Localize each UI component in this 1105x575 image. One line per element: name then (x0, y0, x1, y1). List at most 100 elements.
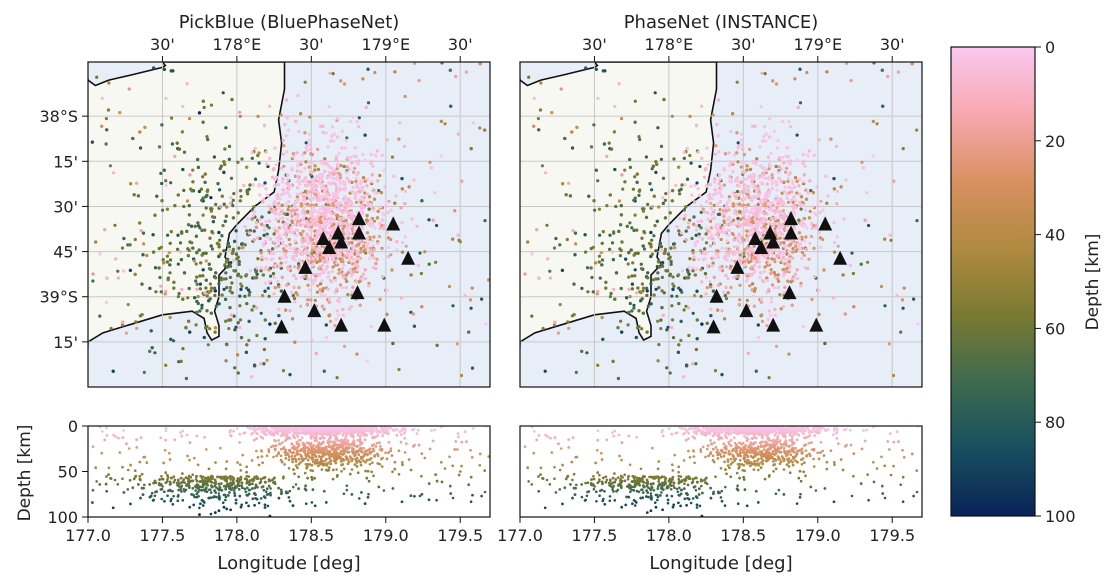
event-point (635, 172, 639, 176)
event-point (295, 198, 299, 202)
event-point (194, 323, 198, 327)
event-point (300, 218, 305, 223)
station-marker (322, 239, 337, 254)
event-point (325, 197, 329, 201)
event-point (321, 194, 325, 198)
event-point (225, 343, 229, 347)
event-point (182, 150, 187, 154)
event-point (277, 201, 281, 205)
event-point (687, 276, 691, 280)
event-point (454, 74, 458, 79)
event-point (331, 72, 335, 76)
event-point (222, 249, 226, 253)
event-point (320, 256, 324, 260)
event-point (647, 397, 650, 400)
event-point (221, 224, 225, 228)
event-point (417, 79, 421, 83)
event-point (254, 306, 259, 310)
event-point (570, 130, 574, 134)
event-point (887, 342, 891, 346)
event-point (335, 287, 339, 291)
event-point (245, 165, 249, 169)
event-point (353, 195, 358, 199)
event-point (653, 224, 657, 228)
event-point (161, 258, 165, 262)
event-point (232, 259, 236, 263)
event-point (682, 375, 686, 379)
event-point (261, 197, 266, 201)
event-point (361, 244, 366, 248)
event-point (128, 243, 132, 247)
event-point (177, 147, 182, 151)
event-point (322, 162, 326, 166)
event-point (403, 202, 407, 206)
event-point (377, 189, 381, 193)
event-point (355, 260, 359, 264)
event-point (347, 167, 351, 171)
event-point (773, 307, 777, 311)
event-point (745, 168, 749, 172)
event-point (263, 181, 267, 185)
event-point (365, 359, 369, 363)
event-point (793, 176, 798, 180)
event-point (120, 246, 125, 250)
event-point (627, 310, 631, 314)
event-point (387, 199, 391, 203)
event-point (332, 199, 336, 203)
event-point (544, 171, 548, 175)
event-point (313, 195, 317, 199)
event-point (224, 259, 228, 264)
event-point (901, 306, 905, 310)
event-point (296, 215, 300, 219)
event-point (188, 173, 192, 177)
event-point (225, 265, 230, 269)
event-point (231, 216, 235, 220)
event-point (228, 289, 232, 293)
event-point (666, 229, 670, 233)
event-point (304, 141, 308, 145)
event-point (781, 255, 786, 259)
event-point (285, 182, 289, 186)
event-point (556, 331, 561, 335)
event-point (393, 70, 397, 74)
event-point (226, 244, 230, 248)
event-point (652, 234, 656, 238)
event-point (347, 307, 351, 311)
event-point (267, 268, 271, 272)
event-point (307, 165, 311, 169)
event-point (307, 252, 311, 256)
event-point (202, 105, 206, 110)
event-point (295, 253, 299, 258)
event-point (651, 164, 655, 168)
event-point (860, 160, 864, 164)
event-point (238, 304, 242, 308)
event-point (680, 183, 684, 187)
event-point (736, 160, 740, 164)
event-point (332, 139, 336, 143)
event-point (320, 279, 324, 283)
event-point (297, 130, 301, 134)
event-point (300, 240, 305, 244)
event-point (168, 258, 173, 262)
event-point (259, 362, 263, 366)
event-point (345, 279, 349, 283)
event-point (693, 200, 697, 204)
event-point (230, 97, 234, 102)
event-point (693, 273, 697, 277)
event-point (153, 351, 157, 355)
event-point (220, 234, 224, 238)
event-point (348, 211, 352, 216)
event-point (187, 117, 192, 121)
event-point (273, 212, 277, 216)
event-point (605, 154, 609, 158)
event-point (545, 223, 549, 227)
event-point (196, 165, 200, 169)
event-point (213, 286, 217, 290)
event-point (290, 214, 294, 218)
event-point (285, 116, 289, 120)
event-point (208, 297, 212, 301)
event-point (363, 191, 367, 195)
event-point (355, 352, 359, 356)
event-point (269, 252, 273, 256)
event-point (671, 282, 675, 286)
